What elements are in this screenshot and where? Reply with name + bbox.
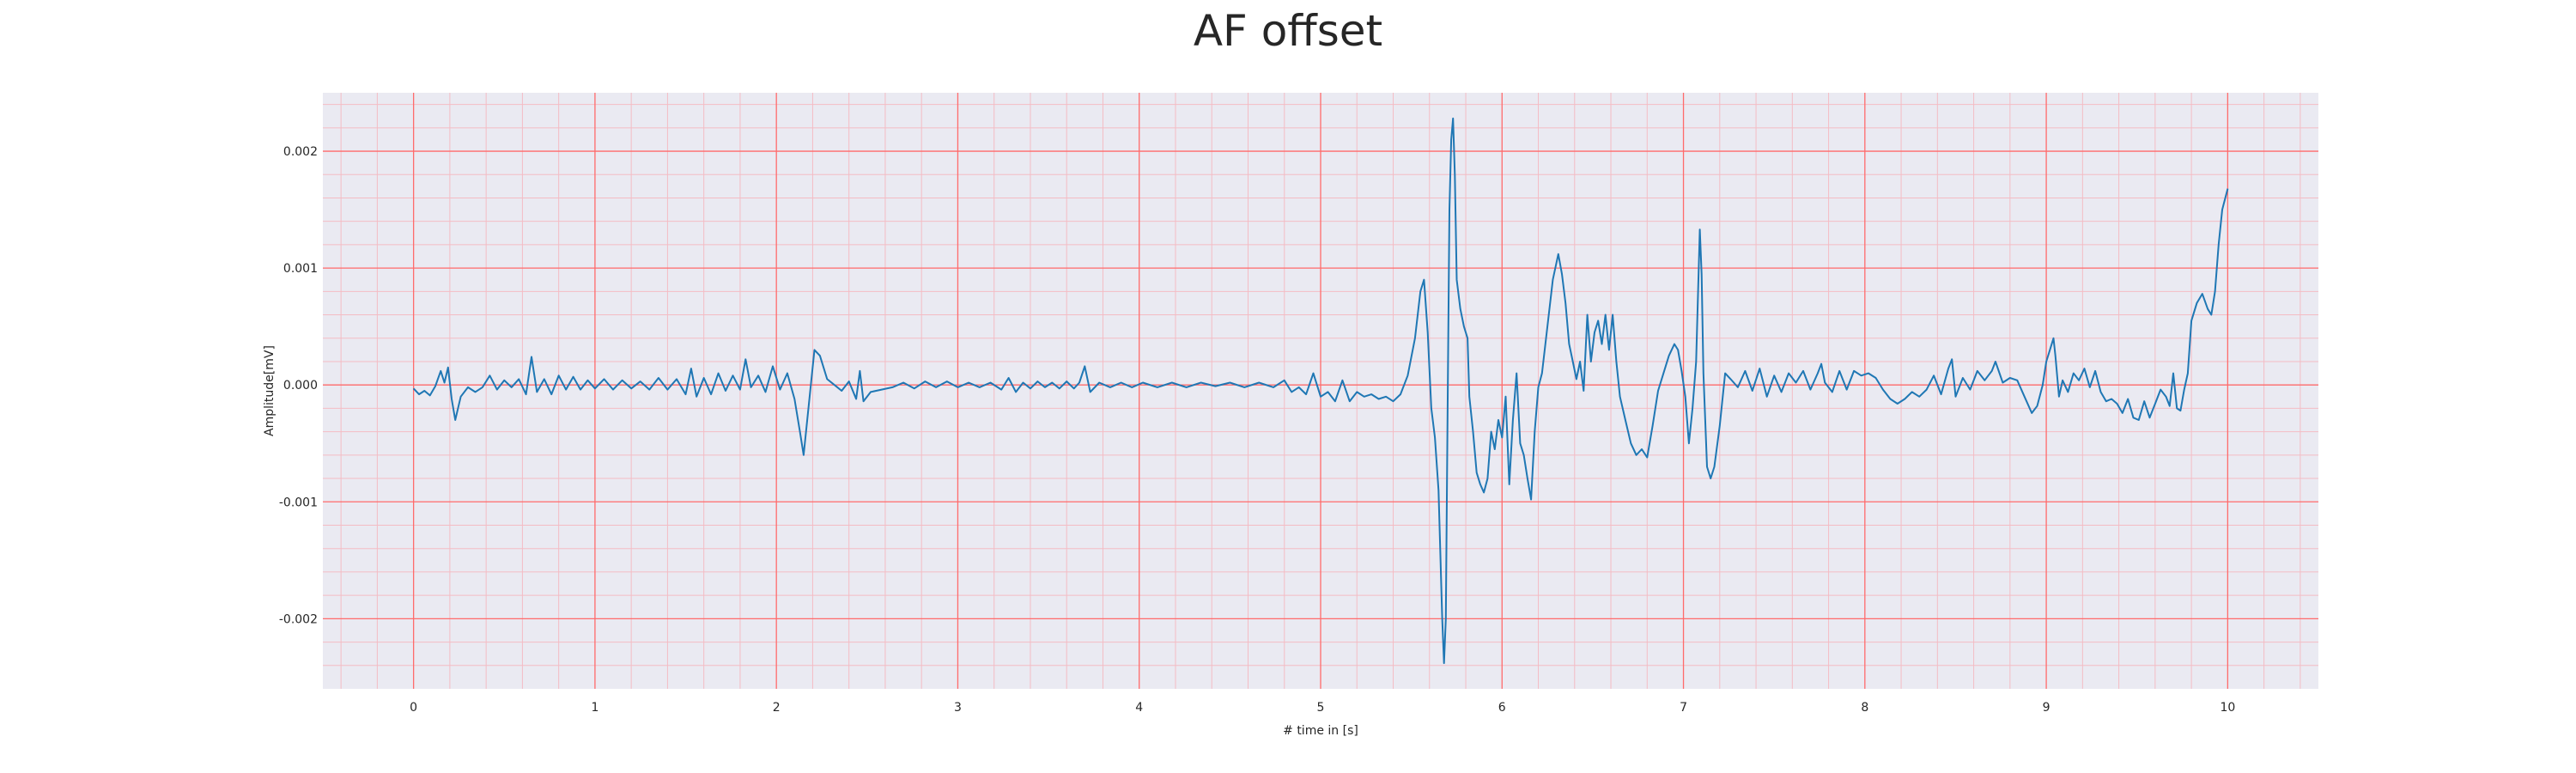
x-tick-label: 10 (2220, 701, 2235, 715)
y-tick-label: 0.002 (283, 145, 318, 159)
x-tick-label: 6 (1498, 701, 1506, 715)
x-tick-label: 2 (773, 701, 781, 715)
plot-area (323, 93, 2318, 689)
x-axis-label: # time in [s] (1283, 724, 1358, 738)
major-grid (323, 93, 2318, 689)
x-tick-label: 5 (1317, 701, 1325, 715)
x-tick-label: 8 (1861, 701, 1868, 715)
x-tick-label: 9 (2043, 701, 2050, 715)
x-tick-label: 1 (591, 701, 598, 715)
x-tick-label: 7 (1680, 701, 1687, 715)
x-tick-label: 0 (410, 701, 417, 715)
chart-title: AF offset (1193, 6, 1383, 56)
series-line (412, 117, 2229, 665)
y-tick-label: -0.001 (279, 496, 318, 509)
y-tick-label: 0.001 (283, 262, 318, 276)
y-axis-label: Amplitude[mV] (263, 345, 276, 436)
x-tick-label: 3 (954, 701, 962, 715)
x-tick-labels: 0 1 2 3 4 5 6 7 8 9 10 (410, 701, 2235, 715)
y-tick-label: -0.002 (279, 612, 318, 626)
y-tick-labels: -0.002 -0.001 0.000 0.001 0.002 (279, 145, 318, 626)
x-tick-label: 4 (1135, 701, 1143, 715)
y-tick-label: 0.000 (283, 379, 318, 393)
